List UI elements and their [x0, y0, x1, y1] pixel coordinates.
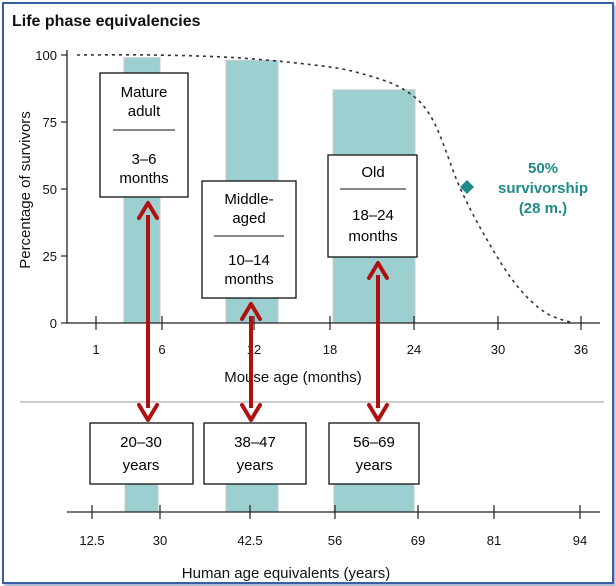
equivalence-arrow-1 — [137, 201, 159, 422]
x-ticks-bottom: 12.5 30 42.5 56 69 81 94 — [79, 505, 587, 548]
x-tick-label: 24 — [407, 342, 421, 357]
y-tick-label: 100 — [35, 48, 57, 63]
svg-text:56–69: 56–69 — [353, 434, 395, 451]
y-tick-label: 50 — [43, 182, 57, 197]
equivalence-arrow-2 — [240, 302, 262, 422]
svg-text:years: years — [356, 457, 393, 474]
x-tick-label: 56 — [328, 533, 342, 548]
equivalence-arrow-3 — [367, 261, 389, 422]
phase-box-mature: Mature adult 3–6 months — [99, 72, 189, 198]
x-tick-label: 81 — [487, 533, 501, 548]
annotation-line2: survivorship — [498, 180, 588, 197]
phase-range-1: 18–24 — [352, 207, 394, 224]
x-axis-label-top: Mouse age (months) — [224, 369, 362, 386]
phase-name-2: aged — [232, 210, 265, 227]
human-box-3: 56–69 years — [328, 422, 420, 485]
x-tick-label: 30 — [153, 533, 167, 548]
survivorship-marker — [460, 180, 474, 194]
human-band-2 — [225, 483, 279, 513]
x-ticks-top: 1 6 12 18 24 30 36 — [92, 316, 588, 357]
x-tick-label: 1 — [92, 342, 99, 357]
x-axis-label-bottom: Human age equivalents (years) — [182, 565, 390, 582]
human-band-1 — [124, 483, 159, 513]
human-box-1: 20–30 years — [89, 422, 194, 485]
phase-box-middle-aged: Middle- aged 10–14 months — [201, 180, 297, 299]
svg-text:years: years — [123, 457, 160, 474]
phase-name-1: Old — [361, 164, 384, 181]
x-tick-label: 42.5 — [237, 533, 262, 548]
phase-range-2: months — [348, 228, 397, 245]
survival-curve — [76, 54, 574, 324]
y-tick-label: 75 — [43, 115, 57, 130]
x-tick-label: 69 — [411, 533, 425, 548]
phase-name-2: adult — [128, 103, 161, 120]
bottom-bands — [124, 483, 415, 513]
phase-name-1: Mature — [121, 84, 168, 101]
y-axis-label: Percentage of survivors — [17, 111, 34, 269]
y-tick-label: 0 — [50, 316, 57, 331]
equivalence-arrows — [137, 201, 389, 422]
chart-title: Life phase equivalencies — [12, 13, 201, 30]
svg-text:20–30: 20–30 — [120, 434, 162, 451]
x-tick-label: 30 — [491, 342, 505, 357]
phase-range-1: 10–14 — [228, 252, 270, 269]
human-box-2: 38–47 years — [203, 422, 307, 485]
svg-text:38–47: 38–47 — [234, 434, 276, 451]
y-ticks: 0 25 50 75 100 — [35, 48, 67, 331]
human-band-3 — [333, 483, 415, 513]
x-tick-label: 36 — [574, 342, 588, 357]
x-tick-label: 18 — [323, 342, 337, 357]
phase-name-1: Middle- — [224, 191, 273, 208]
x-tick-label: 12.5 — [79, 533, 104, 548]
phase-range-1: 3–6 — [131, 151, 156, 168]
x-tick-label: 94 — [573, 533, 587, 548]
svg-text:years: years — [237, 457, 274, 474]
y-tick-label: 25 — [43, 249, 57, 264]
annotation-line3: (28 m.) — [519, 200, 567, 217]
phase-box-old: Old 18–24 months — [327, 154, 418, 258]
x-tick-label: 12 — [247, 342, 261, 357]
x-tick-label: 6 — [158, 342, 165, 357]
annotation-line1: 50% — [528, 160, 558, 177]
phase-range-2: months — [119, 170, 168, 187]
phase-range-2: months — [224, 271, 273, 288]
